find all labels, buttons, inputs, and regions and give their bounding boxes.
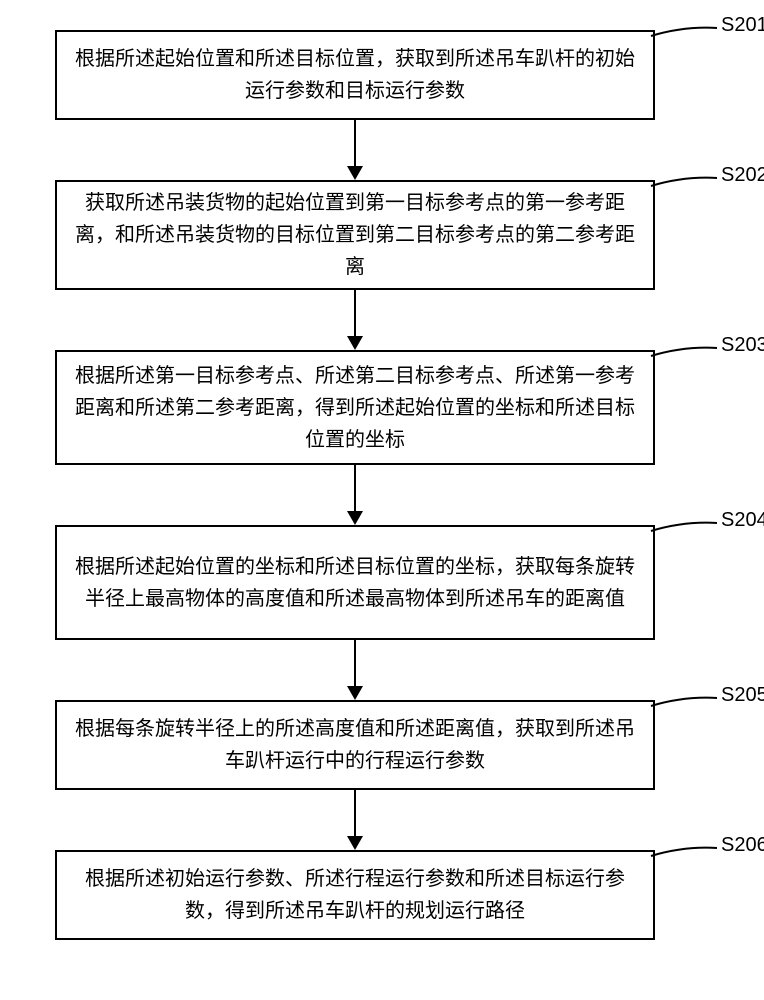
step-label-S205: S205	[721, 684, 764, 707]
flowchart-canvas: 根据所述起始位置和所述目标位置，获取到所述吊车趴杆的初始运行参数和目标运行参数 S…	[0, 0, 764, 1000]
arrow-head-icon	[347, 836, 363, 850]
arrow-line	[354, 790, 356, 836]
arrow-head-icon	[347, 511, 363, 525]
flow-node-text: 根据所述起始位置的坐标和所述目标位置的坐标，获取每条旋转半径上最高物体的高度值和…	[71, 551, 639, 615]
flow-node-text: 获取所述吊装货物的起始位置到第一目标参考点的第一参考距离，和所述吊装货物的目标位…	[71, 187, 639, 283]
arrow-head-icon	[347, 686, 363, 700]
step-label-S201: S201	[721, 14, 764, 37]
flow-node-S202: 获取所述吊装货物的起始位置到第一目标参考点的第一参考距离，和所述吊装货物的目标位…	[55, 180, 655, 290]
flow-node-S204: 根据所述起始位置的坐标和所述目标位置的坐标，获取每条旋转半径上最高物体的高度值和…	[55, 525, 655, 640]
flow-node-S205: 根据每条旋转半径上的所述高度值和所述距离值，获取到所述吊车趴杆运行中的行程运行参…	[55, 700, 655, 790]
arrow-head-icon	[347, 166, 363, 180]
step-label-S202: S202	[721, 164, 764, 187]
flow-node-text: 根据所述初始运行参数、所述行程运行参数和所述目标运行参数，得到所述吊车趴杆的规划…	[71, 863, 639, 927]
arrow-line	[354, 290, 356, 336]
arrow-line	[354, 640, 356, 686]
flow-node-S201: 根据所述起始位置和所述目标位置，获取到所述吊车趴杆的初始运行参数和目标运行参数	[55, 30, 655, 120]
arrow-line	[354, 120, 356, 166]
arrow-head-icon	[347, 336, 363, 350]
flow-node-S203: 根据所述第一目标参考点、所述第二目标参考点、所述第一参考距离和所述第二参考距离，…	[55, 350, 655, 465]
flow-node-S206: 根据所述初始运行参数、所述行程运行参数和所述目标运行参数，得到所述吊车趴杆的规划…	[55, 850, 655, 940]
step-label-S204: S204	[721, 509, 764, 532]
arrow-line	[354, 465, 356, 511]
flow-node-text: 根据每条旋转半径上的所述高度值和所述距离值，获取到所述吊车趴杆运行中的行程运行参…	[71, 713, 639, 777]
step-label-S203: S203	[721, 334, 764, 357]
step-label-S206: S206	[721, 834, 764, 857]
flow-node-text: 根据所述起始位置和所述目标位置，获取到所述吊车趴杆的初始运行参数和目标运行参数	[71, 43, 639, 107]
flow-node-text: 根据所述第一目标参考点、所述第二目标参考点、所述第一参考距离和所述第二参考距离，…	[71, 360, 639, 456]
